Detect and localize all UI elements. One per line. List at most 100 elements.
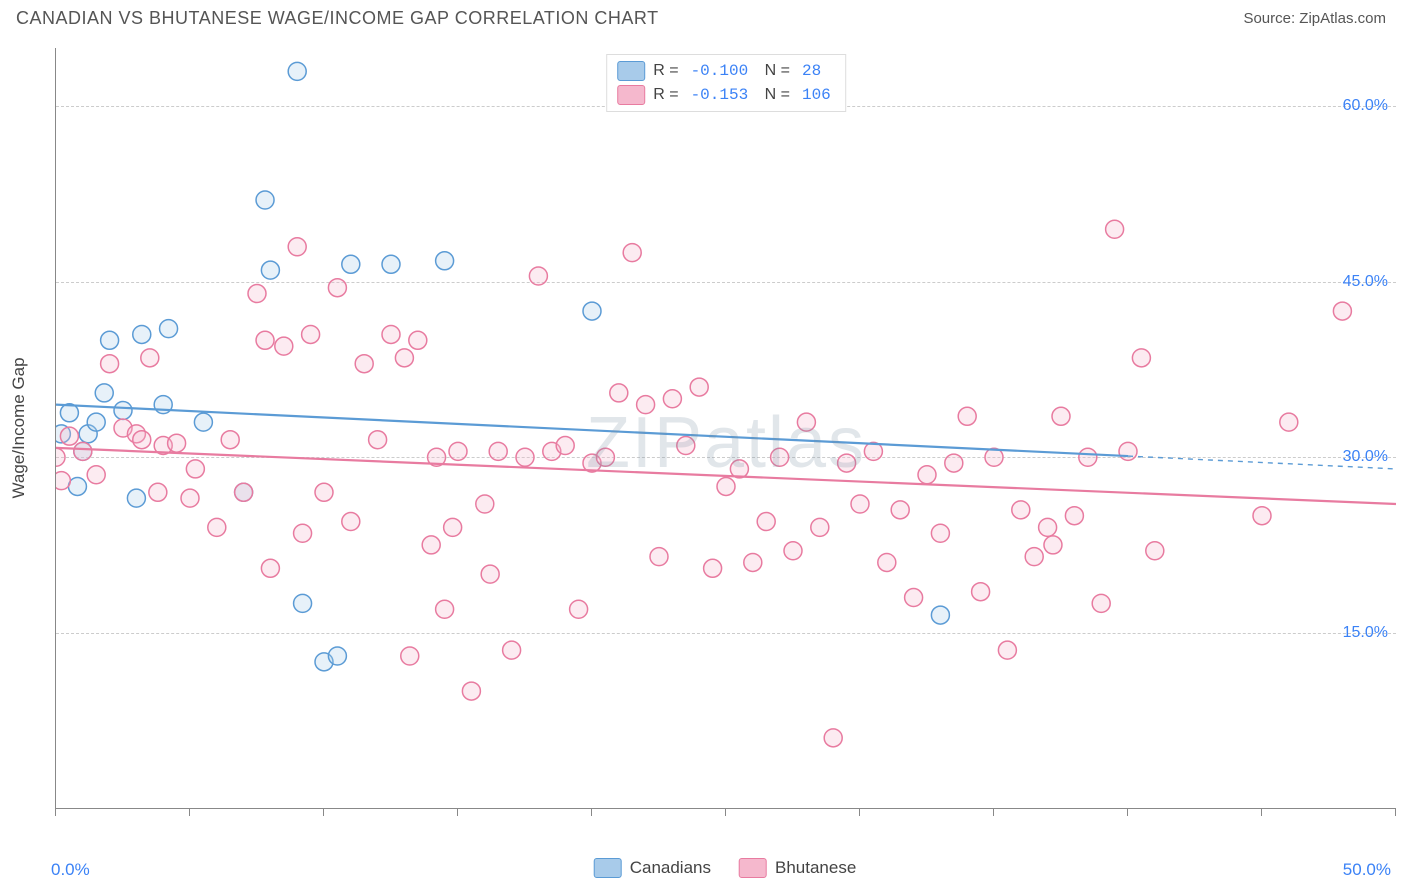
data-point: [256, 191, 274, 209]
data-point: [127, 489, 145, 507]
data-point: [1132, 349, 1150, 367]
x-tick-label-min: 0.0%: [51, 860, 90, 880]
data-point: [315, 483, 333, 501]
data-point: [677, 437, 695, 455]
data-point: [476, 495, 494, 513]
data-point: [1106, 220, 1124, 238]
data-point: [462, 682, 480, 700]
data-point: [275, 337, 293, 355]
x-tick: [323, 808, 324, 816]
data-point: [931, 606, 949, 624]
data-point: [1065, 507, 1083, 525]
x-tick: [55, 808, 56, 816]
data-point: [422, 536, 440, 554]
data-point: [342, 513, 360, 531]
data-point: [1044, 536, 1062, 554]
data-point: [1092, 594, 1110, 612]
series-legend: Canadians Bhutanese: [594, 858, 857, 878]
data-point: [328, 279, 346, 297]
y-axis-title: Wage/Income Gap: [9, 357, 29, 498]
data-point: [1025, 548, 1043, 566]
plot-area: 15.0%30.0%45.0%60.0% R = -0.100 N = 28 R…: [55, 48, 1396, 809]
data-point: [74, 442, 92, 460]
data-point: [583, 302, 601, 320]
data-point: [891, 501, 909, 519]
x-tick: [859, 808, 860, 816]
data-point: [690, 378, 708, 396]
data-point: [436, 600, 454, 618]
data-point: [87, 466, 105, 484]
data-point: [409, 331, 427, 349]
data-point: [570, 600, 588, 618]
data-point: [905, 589, 923, 607]
data-point: [596, 448, 614, 466]
data-point: [56, 472, 70, 490]
data-point: [186, 460, 204, 478]
data-point: [141, 349, 159, 367]
data-point: [294, 524, 312, 542]
data-point: [529, 267, 547, 285]
x-tick-label-max: 50.0%: [1343, 860, 1391, 880]
legend-label: Bhutanese: [775, 858, 856, 878]
data-point: [328, 647, 346, 665]
data-point: [824, 729, 842, 747]
chart-header: CANADIAN VS BHUTANESE WAGE/INCOME GAP CO…: [0, 0, 1406, 35]
scatter-svg: [56, 48, 1396, 808]
data-point: [101, 331, 119, 349]
x-tick: [457, 808, 458, 816]
data-point: [261, 559, 279, 577]
data-point: [744, 553, 762, 571]
swatch-icon: [739, 858, 767, 878]
x-tick: [993, 808, 994, 816]
data-point: [221, 431, 239, 449]
data-point: [87, 413, 105, 431]
data-point: [208, 518, 226, 536]
data-point: [1039, 518, 1057, 536]
data-point: [1280, 413, 1298, 431]
data-point: [838, 454, 856, 472]
data-point: [168, 434, 186, 452]
data-point: [149, 483, 167, 501]
data-point: [811, 518, 829, 536]
correlation-legend: R = -0.100 N = 28 R = -0.153 N = 106: [606, 54, 846, 112]
data-point: [663, 390, 681, 408]
data-point: [771, 448, 789, 466]
data-point: [160, 320, 178, 338]
data-point: [436, 252, 454, 270]
legend-item-bhutanese: Bhutanese: [739, 858, 856, 878]
data-point: [1079, 448, 1097, 466]
data-point: [68, 477, 86, 495]
data-point: [181, 489, 199, 507]
data-point: [556, 437, 574, 455]
r-value-1: -0.153: [687, 86, 753, 104]
data-point: [503, 641, 521, 659]
data-point: [288, 238, 306, 256]
x-tick: [1261, 808, 1262, 816]
plot-wrapper: Wage/Income Gap 15.0%30.0%45.0%60.0% R =…: [55, 48, 1395, 808]
data-point: [1119, 442, 1137, 460]
data-point: [1253, 507, 1271, 525]
swatch-icon: [617, 85, 645, 105]
data-point: [610, 384, 628, 402]
data-point: [784, 542, 802, 560]
data-point: [95, 384, 113, 402]
data-point: [114, 401, 132, 419]
data-point: [395, 349, 413, 367]
data-point: [998, 641, 1016, 659]
data-point: [958, 407, 976, 425]
data-point: [481, 565, 499, 583]
legend-label: Canadians: [630, 858, 711, 878]
x-tick: [591, 808, 592, 816]
data-point: [288, 62, 306, 80]
data-point: [56, 448, 65, 466]
data-point: [1052, 407, 1070, 425]
data-point: [261, 261, 279, 279]
data-point: [382, 325, 400, 343]
data-point: [101, 355, 119, 373]
data-point: [918, 466, 936, 484]
data-point: [878, 553, 896, 571]
data-point: [516, 448, 534, 466]
data-point: [60, 427, 78, 445]
data-point: [704, 559, 722, 577]
x-tick: [1395, 808, 1396, 816]
